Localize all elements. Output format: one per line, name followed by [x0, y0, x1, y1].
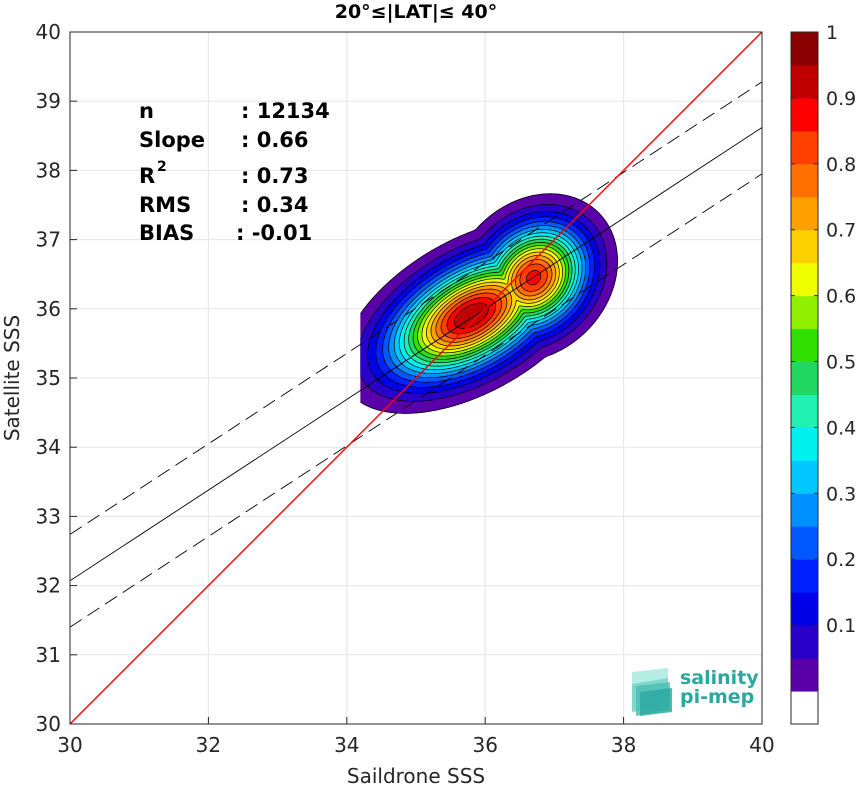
- x-tick-label: 40: [749, 733, 774, 757]
- colorbar-segment: [791, 130, 818, 165]
- colorbar-segment: [791, 526, 818, 560]
- y-tick-label: 39: [36, 89, 61, 113]
- contour-line-13: [421, 248, 563, 354]
- stat-label: R: [139, 164, 155, 188]
- salinity-pi-mep-logo: salinity pi-mep: [632, 667, 759, 716]
- colorbar-segment: [791, 328, 818, 363]
- colorbar-segment: [791, 658, 818, 692]
- colorbar-segment: [791, 229, 818, 264]
- upper-bound-line: [70, 81, 762, 535]
- colorbar-segment: [791, 460, 818, 494]
- colorbar-segment: [791, 32, 818, 66]
- contour-line-17: [440, 263, 548, 339]
- colorbar-segment: [791, 295, 818, 330]
- stat-label: BIAS: [139, 221, 194, 245]
- colorbar-tick-label: 0.5: [826, 352, 856, 374]
- stat-value: : 0.66: [241, 128, 309, 152]
- x-tick-label: 32: [196, 733, 221, 757]
- colorbar-tick-label: 0.9: [826, 88, 856, 110]
- contour-line-16: [435, 258, 553, 343]
- x-axis-label: Saildrone SSS: [347, 764, 485, 786]
- contour-line-9: [403, 235, 576, 367]
- contour-line-1: [360, 193, 618, 414]
- stat-value: : 12134: [241, 99, 330, 123]
- x-tick-label: 34: [334, 733, 359, 757]
- colorbar-segment: [791, 196, 818, 231]
- colorbar-segment: [791, 262, 818, 297]
- stat-value: : -0.01: [236, 221, 312, 245]
- y-tick-label: 31: [36, 643, 61, 667]
- lower-bound-line: [70, 173, 762, 628]
- stat-value: : 0.73: [241, 164, 309, 188]
- y-tick-label: 35: [36, 366, 61, 390]
- colorbar: 0.1 0.2 0.3 0.4 0.5 0.6 0.7 0.8 0.9 1: [790, 22, 856, 725]
- chart-title: 20°≤|LAT|≤ 40°: [335, 1, 498, 23]
- colorbar-segment: [791, 592, 818, 626]
- x-tick-label: 38: [611, 733, 636, 757]
- contour-line-12: [417, 245, 567, 357]
- x-tick-label: 36: [472, 733, 497, 757]
- colorbar-tick-label: 1: [826, 22, 838, 44]
- y-tick-label: 32: [36, 574, 61, 598]
- contour-line-15: [430, 255, 557, 347]
- logo-text-salinity: salinity: [680, 667, 759, 689]
- y-axis-ticks: 30 31 32 33 34 35 36 37 38 39 40: [36, 20, 77, 736]
- stat-value: : 0.34: [241, 193, 309, 217]
- regression-line: [70, 127, 762, 582]
- stat-superscript: 2: [157, 159, 167, 175]
- colorbar-segment: [791, 361, 818, 395]
- y-axis-label: Satellite SSS: [0, 315, 24, 441]
- colorbar-tick-label: 0.7: [826, 220, 856, 242]
- grid: [69, 31, 763, 725]
- x-axis-ticks: 30 32 34 36 38 40: [57, 717, 775, 757]
- one-to-one-line: [70, 32, 762, 724]
- colorbar-segment: [791, 64, 818, 99]
- colorbar-tick-label: 0.2: [826, 549, 856, 571]
- contour-line-2: [360, 204, 608, 402]
- colorbar-segment: [791, 691, 818, 725]
- contour-line-6: [388, 225, 587, 378]
- y-tick-label: 34: [36, 435, 61, 459]
- y-tick-label: 37: [36, 228, 61, 252]
- colorbar-segment: [791, 394, 818, 428]
- wave-logo-icon: [632, 668, 672, 716]
- logo-text-pi-mep: pi-mep: [680, 686, 754, 708]
- colorbar-segment: [791, 625, 818, 659]
- colorbar-tick-label: 0.1: [826, 615, 856, 637]
- contour-line-4: [375, 216, 595, 388]
- y-tick-label: 40: [36, 20, 61, 44]
- contour-line-10: [408, 238, 573, 364]
- colorbar-tick-label: 0.3: [826, 483, 856, 505]
- y-tick-label: 30: [36, 712, 61, 736]
- colorbar-frame: [790, 31, 819, 725]
- colorbar-segment: [791, 163, 818, 198]
- contour-line-18: [446, 270, 542, 335]
- contour-line-11: [412, 242, 570, 360]
- y-tick-label: 33: [36, 504, 61, 528]
- y-tick-label: 36: [36, 297, 61, 321]
- y-tick-label: 38: [36, 158, 61, 182]
- x-tick-label: 30: [57, 733, 82, 757]
- stat-label: Slope: [139, 128, 205, 152]
- colorbar-tick-label: 0.8: [826, 154, 856, 176]
- colorbar-segment: [791, 427, 818, 461]
- colorbar-segment: [791, 97, 818, 132]
- colorbar-tick-label: 0.4: [826, 417, 856, 439]
- reference-lines: [70, 32, 762, 724]
- stat-label: n: [139, 99, 154, 123]
- colorbar-tick-label: 0.6: [826, 286, 856, 308]
- stats-box: n : 12134 Slope : 0.66 R 2 : 0.73 RMS : 0.34 BIAS…: [139, 99, 330, 245]
- colorbar-segment: [791, 493, 818, 527]
- contour-line-8: [398, 232, 579, 371]
- stat-label: RMS: [139, 193, 191, 217]
- colorbar-segment: [791, 559, 818, 593]
